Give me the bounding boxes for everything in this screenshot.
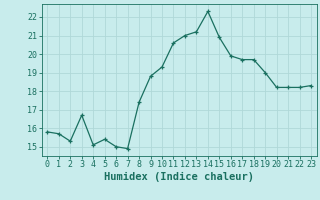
X-axis label: Humidex (Indice chaleur): Humidex (Indice chaleur) [104,172,254,182]
